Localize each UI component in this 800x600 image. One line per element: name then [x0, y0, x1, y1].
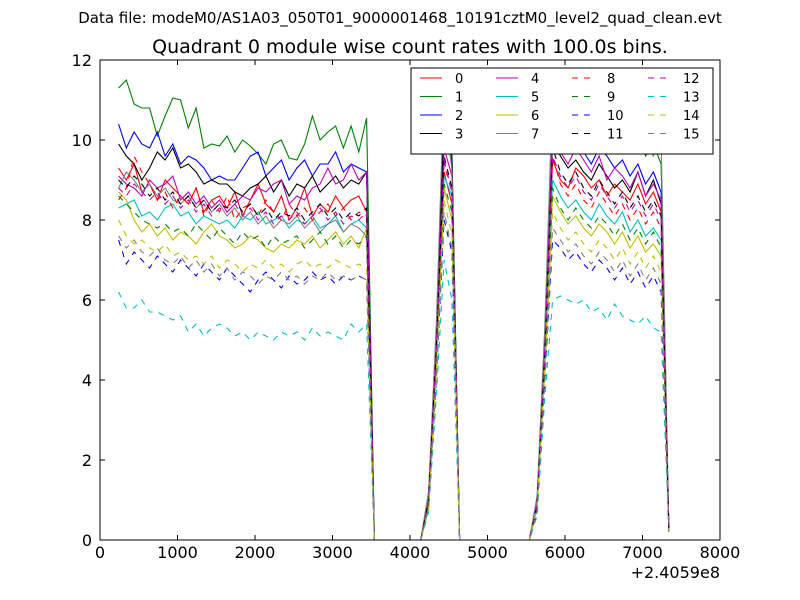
legend-label-4: 4: [531, 72, 539, 87]
y-tick-label: 10: [72, 131, 92, 150]
legend-label-0: 0: [455, 72, 463, 87]
y-tick-label: 6: [82, 291, 92, 310]
series-line-14: [118, 199, 670, 541]
legend-label-11: 11: [607, 128, 624, 143]
series-line-4: [118, 127, 670, 541]
legend-label-8: 8: [607, 72, 615, 87]
legend-label-14: 14: [683, 109, 700, 124]
legend-label-6: 6: [531, 109, 539, 124]
x-tick-label: 6000: [545, 543, 586, 562]
series-line-15: [118, 211, 670, 541]
x-offset-label: +2.4059e8: [631, 563, 720, 582]
legend-label-5: 5: [531, 91, 539, 106]
legend-label-10: 10: [607, 109, 624, 124]
y-tick-label: 4: [82, 371, 92, 390]
x-tick-label: 8000: [700, 543, 741, 562]
legend-label-13: 13: [683, 91, 700, 106]
x-tick-label: 4000: [390, 543, 431, 562]
legend-label-7: 7: [531, 128, 539, 143]
legend-label-9: 9: [607, 91, 615, 106]
series-line-9: [118, 183, 670, 541]
x-tick-label: 3000: [312, 543, 353, 562]
series-line-11: [118, 147, 670, 541]
x-tick-label: 7000: [622, 543, 663, 562]
legend-box: [410, 67, 714, 155]
legend-label-12: 12: [683, 72, 700, 87]
series-line-10: [118, 219, 670, 541]
series-line-8: [118, 154, 670, 541]
legend-label-3: 3: [455, 128, 463, 143]
legend-label-1: 1: [455, 91, 463, 106]
y-tick-label: 0: [82, 531, 92, 550]
x-tick-label: 2000: [235, 543, 276, 562]
chart-title: Quadrant 0 module wise count rates with …: [152, 36, 668, 58]
series-line-0: [118, 159, 670, 541]
y-tick-label: 12: [72, 51, 92, 70]
series-line-12: [118, 155, 670, 541]
x-tick-label: 1000: [157, 543, 198, 562]
y-tick-label: 8: [82, 211, 92, 230]
x-tick-label: 0: [95, 543, 105, 562]
legend-label-2: 2: [455, 109, 463, 124]
figure-suptitle: Data file: modeM0/AS1A03_050T01_90000014…: [78, 9, 722, 27]
y-tick-label: 2: [82, 451, 92, 470]
series-line-2: [118, 107, 670, 541]
series-line-6: [118, 187, 670, 541]
legend-label-15: 15: [683, 128, 700, 143]
axis-layer: 0 1000 2000 3000 4000 5000 6000 7000 80000246810…: [72, 51, 741, 582]
series-line-13: [118, 259, 670, 541]
x-tick-label: 5000: [467, 543, 508, 562]
